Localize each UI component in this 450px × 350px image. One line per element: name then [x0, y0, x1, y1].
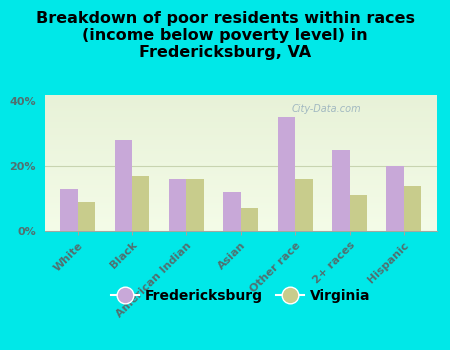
Bar [132, 176, 149, 231]
Legend: Fredericksburg, Virginia: Fredericksburg, Virginia [106, 284, 376, 309]
Text: City-Data.com: City-Data.com [292, 104, 361, 114]
Bar [350, 195, 367, 231]
Bar [404, 186, 421, 231]
Bar [115, 140, 132, 231]
Bar [295, 179, 313, 231]
Bar [169, 179, 186, 231]
Bar [278, 117, 295, 231]
Text: Breakdown of poor residents within races
(income below poverty level) in
Frederi: Breakdown of poor residents within races… [36, 10, 414, 60]
Bar [186, 179, 204, 231]
Bar [241, 208, 258, 231]
Bar [332, 150, 350, 231]
Bar [387, 166, 404, 231]
Bar [77, 202, 95, 231]
Bar [60, 189, 77, 231]
Bar [223, 192, 241, 231]
